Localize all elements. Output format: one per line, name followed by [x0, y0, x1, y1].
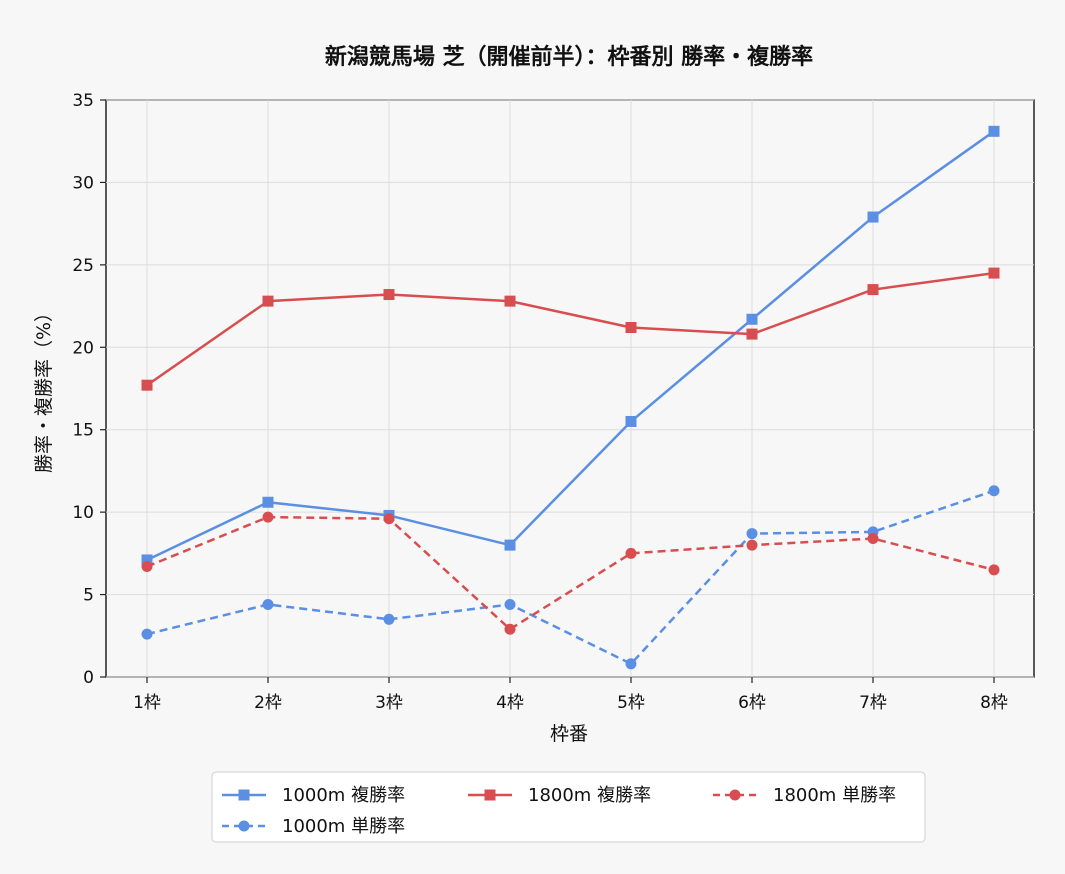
data-point	[504, 295, 516, 307]
x-tick-label: 2枠	[254, 693, 282, 713]
data-point	[141, 628, 153, 640]
x-tick-label: 6枠	[738, 693, 766, 713]
x-tick-label: 5枠	[617, 693, 645, 713]
data-point	[141, 561, 153, 573]
data-point	[625, 415, 637, 427]
series-line	[146, 271, 995, 387]
legend-item: 1800m 単勝率	[713, 785, 896, 806]
y-axis-ticks: 0 5 10 15 20 25 30 35	[72, 91, 106, 688]
y-tick-label: 0	[83, 668, 94, 688]
x-axis-label: 枠番	[550, 723, 588, 745]
legend-label: 1000m 単勝率	[282, 816, 405, 837]
data-point	[504, 539, 516, 551]
y-tick-label: 5	[83, 586, 94, 606]
data-point	[504, 623, 516, 635]
data-point	[625, 547, 637, 559]
x-tick-label: 8枠	[980, 693, 1008, 713]
legend-marker	[238, 789, 250, 801]
y-tick-label: 30	[72, 173, 94, 193]
legend-label: 1800m 複勝率	[528, 785, 651, 806]
data-point	[988, 267, 1000, 279]
y-tick-label: 10	[72, 503, 94, 523]
data-point	[867, 284, 879, 296]
data-point	[504, 598, 516, 610]
x-tick-label: 1枠	[133, 693, 161, 713]
legend-item: 1000m 単勝率	[222, 816, 405, 837]
data-point	[746, 528, 758, 540]
x-tick-label: 7枠	[859, 693, 887, 713]
data-point	[867, 533, 879, 545]
data-point	[383, 289, 395, 301]
x-axis-ticks: 1枠 2枠 3枠 4枠 5枠 6枠 7枠 8枠	[133, 677, 1008, 713]
series-2	[141, 485, 1000, 670]
x-tick-label: 4枠	[496, 693, 524, 713]
data-point	[746, 313, 758, 325]
data-point	[262, 598, 274, 610]
series-group	[141, 125, 1000, 670]
data-point	[625, 322, 637, 334]
y-tick-label: 15	[72, 421, 94, 441]
data-point	[141, 379, 153, 391]
legend-item: 1000m 複勝率	[222, 785, 405, 806]
data-point	[262, 511, 274, 523]
data-point	[867, 211, 879, 223]
legend-marker	[729, 789, 741, 801]
series-3	[141, 267, 1000, 391]
legend-box	[211, 771, 926, 843]
legend-label: 1000m 複勝率	[282, 785, 405, 806]
y-tick-label: 35	[72, 91, 94, 111]
data-point	[988, 485, 1000, 497]
legend-item: 1800m 複勝率	[468, 785, 651, 806]
y-tick-label: 25	[72, 256, 94, 276]
data-point	[262, 496, 274, 508]
legend-marker	[238, 820, 250, 832]
series-line	[146, 130, 995, 562]
data-point	[988, 125, 1000, 137]
data-point	[988, 564, 1000, 576]
series-4	[141, 511, 1000, 635]
data-point	[746, 328, 758, 340]
series-line	[146, 515, 995, 631]
legend: 1000m 複勝率 1800m 複勝率 1800m 単勝率 1000m 単勝率	[211, 771, 926, 843]
data-point	[141, 554, 153, 566]
y-tick-label: 20	[72, 338, 94, 358]
legend-label: 1800m 単勝率	[773, 785, 896, 806]
legend-marker	[484, 789, 496, 801]
data-point	[625, 658, 637, 670]
grid	[106, 99, 1034, 678]
data-point	[262, 295, 274, 307]
data-point	[746, 539, 758, 551]
data-point	[383, 613, 395, 625]
y-axis-label: 勝率・複勝率（%）	[33, 303, 55, 473]
series-line	[146, 489, 995, 666]
plot-area	[105, 99, 1035, 678]
data-point	[383, 513, 395, 525]
chart-title: 新潟競馬場 芝（開催前半）：枠番別 勝率・複勝率	[325, 44, 813, 70]
x-tick-label: 3枠	[375, 693, 403, 713]
